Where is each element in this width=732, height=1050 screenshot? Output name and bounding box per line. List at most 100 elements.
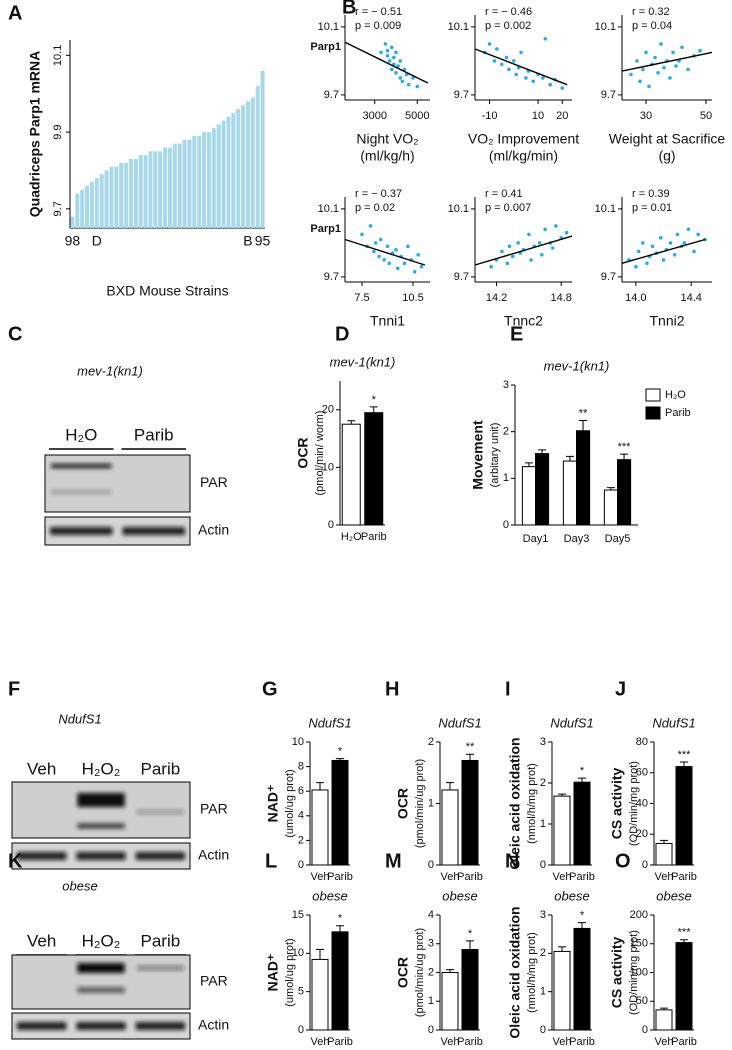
- x-tick-label: Veh: [311, 871, 330, 883]
- scatter-point: [650, 244, 655, 249]
- y-tick-label: 9.7: [454, 271, 469, 283]
- panel-letter: F: [8, 678, 20, 700]
- scatter-point: [389, 45, 394, 50]
- scatter-point: [360, 232, 364, 237]
- error-bar: [558, 946, 566, 952]
- y-tick-label: 15: [292, 909, 304, 921]
- bar: [148, 151, 153, 228]
- significance: *: [468, 928, 473, 940]
- scatter-point: [554, 224, 558, 228]
- scatter-point: [668, 241, 673, 245]
- error-bar: [578, 777, 586, 783]
- y-tick-label: 0: [642, 859, 648, 871]
- y-tick-label: 0: [642, 1024, 648, 1036]
- bar: [119, 162, 124, 228]
- error-bar: [606, 487, 615, 490]
- blot-bands: [50, 464, 185, 535]
- significance: *: [338, 913, 343, 925]
- error-bar: [538, 449, 547, 454]
- band: [51, 464, 112, 468]
- y-tick-label: 5: [298, 986, 304, 998]
- bar: [138, 155, 143, 228]
- band: [77, 793, 125, 807]
- x-tick-label: 14.0: [625, 292, 646, 304]
- panel-letter: M: [385, 850, 402, 872]
- significance: ***: [618, 441, 632, 453]
- x-tick-label: -10: [482, 110, 498, 122]
- y-tick-label: 1: [428, 995, 434, 1007]
- bar: [675, 942, 693, 1031]
- lane-label: Parib: [140, 759, 180, 778]
- y-tick-label: 1: [503, 472, 509, 484]
- significance: **: [579, 407, 588, 419]
- y-tick-label: 9.9: [52, 124, 64, 139]
- bar: [158, 151, 163, 228]
- stat-annotation: p = 0.01: [632, 202, 672, 214]
- fit-line: [621, 238, 706, 264]
- x-axis-label: Night VO₂: [356, 131, 418, 147]
- y-tick-label: 2: [503, 426, 509, 438]
- scatter-point: [394, 71, 398, 75]
- y-tick-label: 9.7: [454, 89, 469, 101]
- scatter-point: [394, 247, 398, 252]
- x-tick-label: Day5: [605, 533, 631, 545]
- scatter-point: [543, 227, 547, 232]
- scatter-point: [529, 258, 533, 262]
- lane-label: Parib: [140, 931, 180, 950]
- y-tick-label: 200: [630, 909, 648, 921]
- fit-line: [344, 41, 429, 84]
- error-bar: [680, 761, 688, 767]
- y-tick-label: 4: [298, 810, 304, 822]
- x-tick-label: Veh: [655, 871, 674, 883]
- scatter-point: [635, 59, 639, 63]
- chart-title: obese: [554, 888, 589, 903]
- scatter-point: [524, 76, 528, 80]
- stat-annotation: r = 0.39: [632, 188, 670, 200]
- x-tick-label: Veh: [441, 871, 460, 883]
- x-axis-label: BXD Mouse Strains: [106, 283, 228, 299]
- scatter-point: [653, 55, 657, 60]
- error-bar: [347, 420, 356, 425]
- scatter-point: [675, 232, 680, 237]
- panel-letter: I: [505, 678, 511, 700]
- panel-letter: C: [8, 323, 22, 345]
- bar: [167, 147, 172, 228]
- y-tick-label: 1: [428, 797, 434, 809]
- scatter-point: [659, 42, 663, 46]
- blot-bands: [17, 963, 185, 1030]
- chart-title: obese: [442, 888, 477, 903]
- scatter-point: [385, 244, 390, 249]
- y-tick-label: 0: [298, 1024, 304, 1036]
- band: [136, 966, 184, 970]
- bar: [133, 158, 138, 228]
- bar: [202, 132, 207, 228]
- y-tick-label: 2: [428, 736, 434, 748]
- y-tick-label: 3: [540, 736, 546, 748]
- x-axis-label: Tnni1: [370, 313, 405, 329]
- bar: [85, 185, 90, 228]
- scatter-point: [644, 50, 648, 55]
- scatter-point: [406, 244, 410, 249]
- scatter-point: [368, 224, 373, 228]
- x-tick-label: Parib: [671, 1036, 697, 1048]
- scatter-point: [510, 254, 515, 259]
- scatter-point: [378, 237, 383, 242]
- error-bar: [620, 453, 629, 460]
- bar: [216, 124, 221, 228]
- band-label: PAR: [200, 474, 228, 490]
- y-tick-label: 0: [298, 859, 304, 871]
- scatter-point: [698, 48, 702, 53]
- bar: [226, 116, 231, 228]
- panel-letter: A: [8, 2, 22, 24]
- stat-annotation: r = − 0.46: [485, 6, 532, 18]
- scatter-point: [398, 76, 403, 80]
- stat-annotation: r = 0.41: [485, 188, 523, 200]
- bar: [617, 459, 632, 526]
- y-axis-label: Quadriceps Parp1 mRNA: [27, 51, 43, 218]
- scatter-point: [411, 76, 415, 80]
- x-axis-label: (ml/kg/min): [489, 148, 558, 164]
- x-tick-label: 30: [640, 110, 652, 122]
- bar: [128, 158, 133, 228]
- bar: [177, 143, 182, 228]
- scatter-point: [492, 59, 497, 63]
